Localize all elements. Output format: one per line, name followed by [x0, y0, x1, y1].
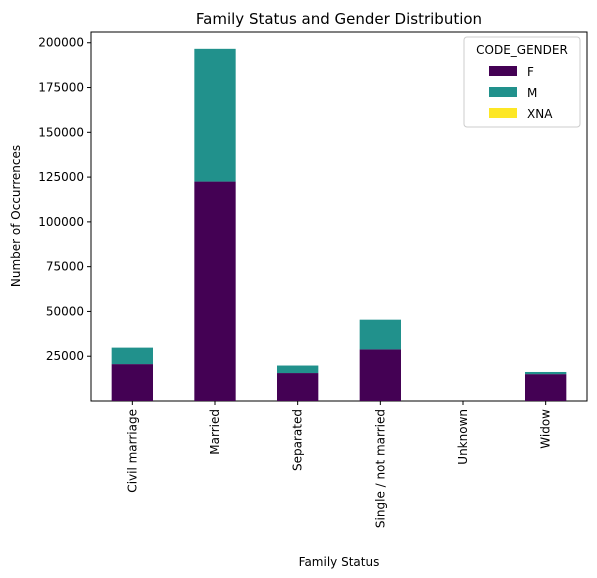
legend-swatch-f — [489, 66, 517, 76]
y-tick-label: 75000 — [46, 260, 84, 274]
bar-f — [194, 181, 236, 401]
y-axis: 25000 50000 75000 100000 125000 150000 175000 2… — [38, 36, 91, 363]
y-tick-label: 200000 — [38, 36, 84, 50]
bar-m — [525, 371, 567, 375]
y-tick-label: 100000 — [38, 215, 84, 229]
legend-swatch-xna — [489, 108, 517, 118]
bars — [111, 48, 567, 401]
bar-m — [194, 48, 236, 182]
bar-f — [359, 349, 401, 401]
bar-m — [359, 319, 401, 350]
x-tick-label: Widow — [539, 409, 553, 449]
x-tick-label: Civil marriage — [125, 409, 139, 493]
legend-label-xna: XNA — [527, 107, 553, 121]
x-tick-label: Separated — [291, 409, 305, 471]
legend: CODE_GENDER FM XNA — [463, 36, 581, 128]
y-axis-label: Number of Occurrences — [9, 145, 23, 287]
plot-area — [90, 31, 588, 402]
y-tick-label: 150000 — [38, 125, 84, 139]
legend-frame — [463, 36, 581, 128]
bar-m — [111, 347, 153, 365]
y-tick-label: 50000 — [46, 304, 84, 318]
y-tick-label: 125000 — [38, 170, 84, 184]
x-tick-label: Unknown — [456, 409, 470, 465]
bar-f — [525, 374, 567, 401]
legend-title: CODE_GENDER — [476, 43, 568, 57]
legend-swatch-m — [489, 87, 517, 97]
x-tick-label: Single / not married — [373, 409, 387, 528]
bar-f — [277, 373, 319, 401]
x-tick-label: Married — [208, 409, 222, 455]
legend-label-m: M — [527, 86, 537, 100]
chart-title: Family Status and Gender Distribution — [196, 10, 482, 28]
plot-frame — [90, 31, 588, 402]
y-tick-label: 25000 — [46, 349, 84, 363]
bar-m — [277, 365, 319, 374]
y-tick-label: 175000 — [38, 81, 84, 95]
x-axis: Civil marriage Married Separated Single / n… — [125, 401, 553, 528]
x-axis-label: Family Status — [299, 555, 380, 569]
bar-f — [111, 364, 153, 401]
legend-label-f: F — [527, 65, 534, 79]
